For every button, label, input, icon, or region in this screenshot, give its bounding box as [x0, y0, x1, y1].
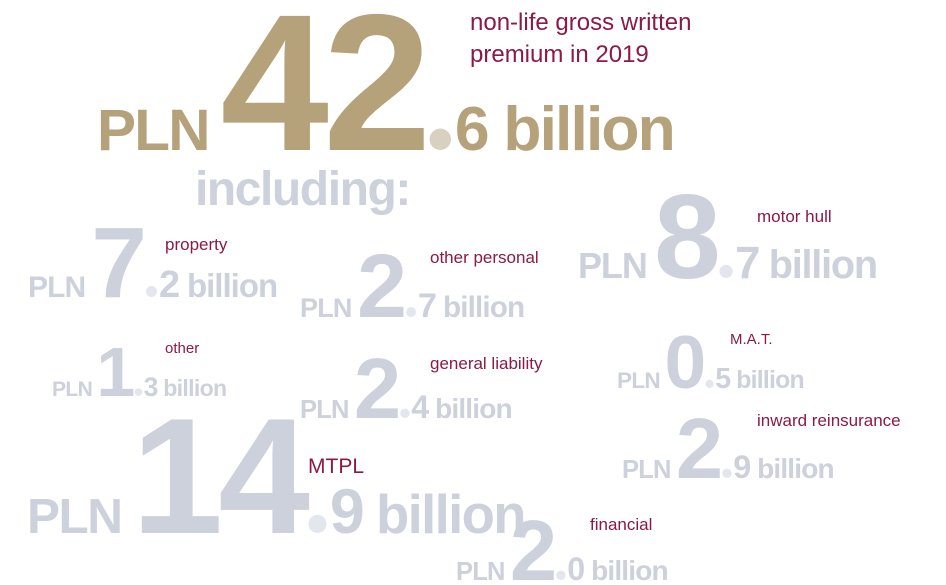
currency: PLN	[456, 558, 505, 585]
item-label: financial	[590, 515, 652, 534]
unit: billion	[757, 453, 834, 484]
item-label: other personal	[430, 248, 539, 267]
fraction: 3	[144, 372, 158, 402]
item-label: M.A.T.	[730, 331, 773, 348]
whole-number: 1	[96, 333, 133, 411]
currency: PLN	[617, 368, 660, 393]
decimal-dot	[719, 264, 733, 278]
whole-number: 2	[354, 342, 399, 437]
unit: billion	[769, 243, 877, 287]
decimal-dot	[400, 408, 410, 419]
unit: billion	[163, 375, 226, 401]
unit: billion	[443, 291, 524, 324]
currency: PLN	[52, 378, 92, 401]
whole-number: 8	[654, 170, 718, 304]
fraction: 0	[567, 551, 584, 585]
whole-number: 0	[664, 320, 703, 404]
item-label: inward reinsurance	[757, 411, 901, 430]
fraction: 9	[733, 449, 750, 485]
item-label: other	[165, 340, 199, 357]
unit: billion	[376, 484, 525, 545]
item-label: general liability	[430, 354, 543, 373]
item-label: property	[165, 235, 228, 254]
whole-number: 2	[510, 504, 555, 585]
fraction: 7	[418, 287, 436, 325]
unit: billion	[435, 393, 512, 424]
unit: billion	[591, 555, 668, 585]
fraction: 9	[330, 477, 363, 547]
fraction: 6	[455, 95, 488, 164]
fraction: 5	[715, 363, 731, 395]
unit: billion	[736, 367, 804, 394]
whole-number: 7	[91, 207, 144, 319]
whole-number: 2	[676, 402, 721, 497]
fraction: 7	[735, 237, 759, 288]
decimal-dot	[134, 388, 143, 396]
decimal-dot	[308, 514, 327, 533]
currency: PLN	[300, 293, 352, 323]
decimal-dot	[406, 307, 417, 317]
currency: PLN	[578, 245, 647, 286]
decimal-dot	[429, 128, 452, 150]
whole-number: 42	[220, 0, 425, 192]
currency: PLN	[622, 456, 671, 484]
unit: billion	[503, 95, 674, 164]
unit: billion	[187, 267, 277, 304]
currency: PLN	[300, 396, 349, 424]
headline-label: premium in 2019	[470, 41, 649, 68]
decimal-dot	[556, 570, 566, 580]
fraction: 4	[411, 389, 429, 425]
headline-label: non-life gross written	[470, 9, 691, 36]
currency: PLN	[28, 271, 85, 304]
item-label: motor hull	[757, 207, 832, 226]
decimal-dot	[722, 468, 732, 479]
subheading: including:	[195, 163, 410, 216]
fraction: 2	[159, 264, 179, 306]
currency: PLN	[97, 98, 209, 163]
decimal-dot	[705, 379, 714, 388]
whole-number: 14	[131, 384, 309, 568]
currency: PLN	[27, 489, 122, 544]
whole-number: 2	[357, 237, 404, 337]
decimal-dot	[145, 286, 157, 297]
item-label: MTPL	[308, 455, 364, 478]
